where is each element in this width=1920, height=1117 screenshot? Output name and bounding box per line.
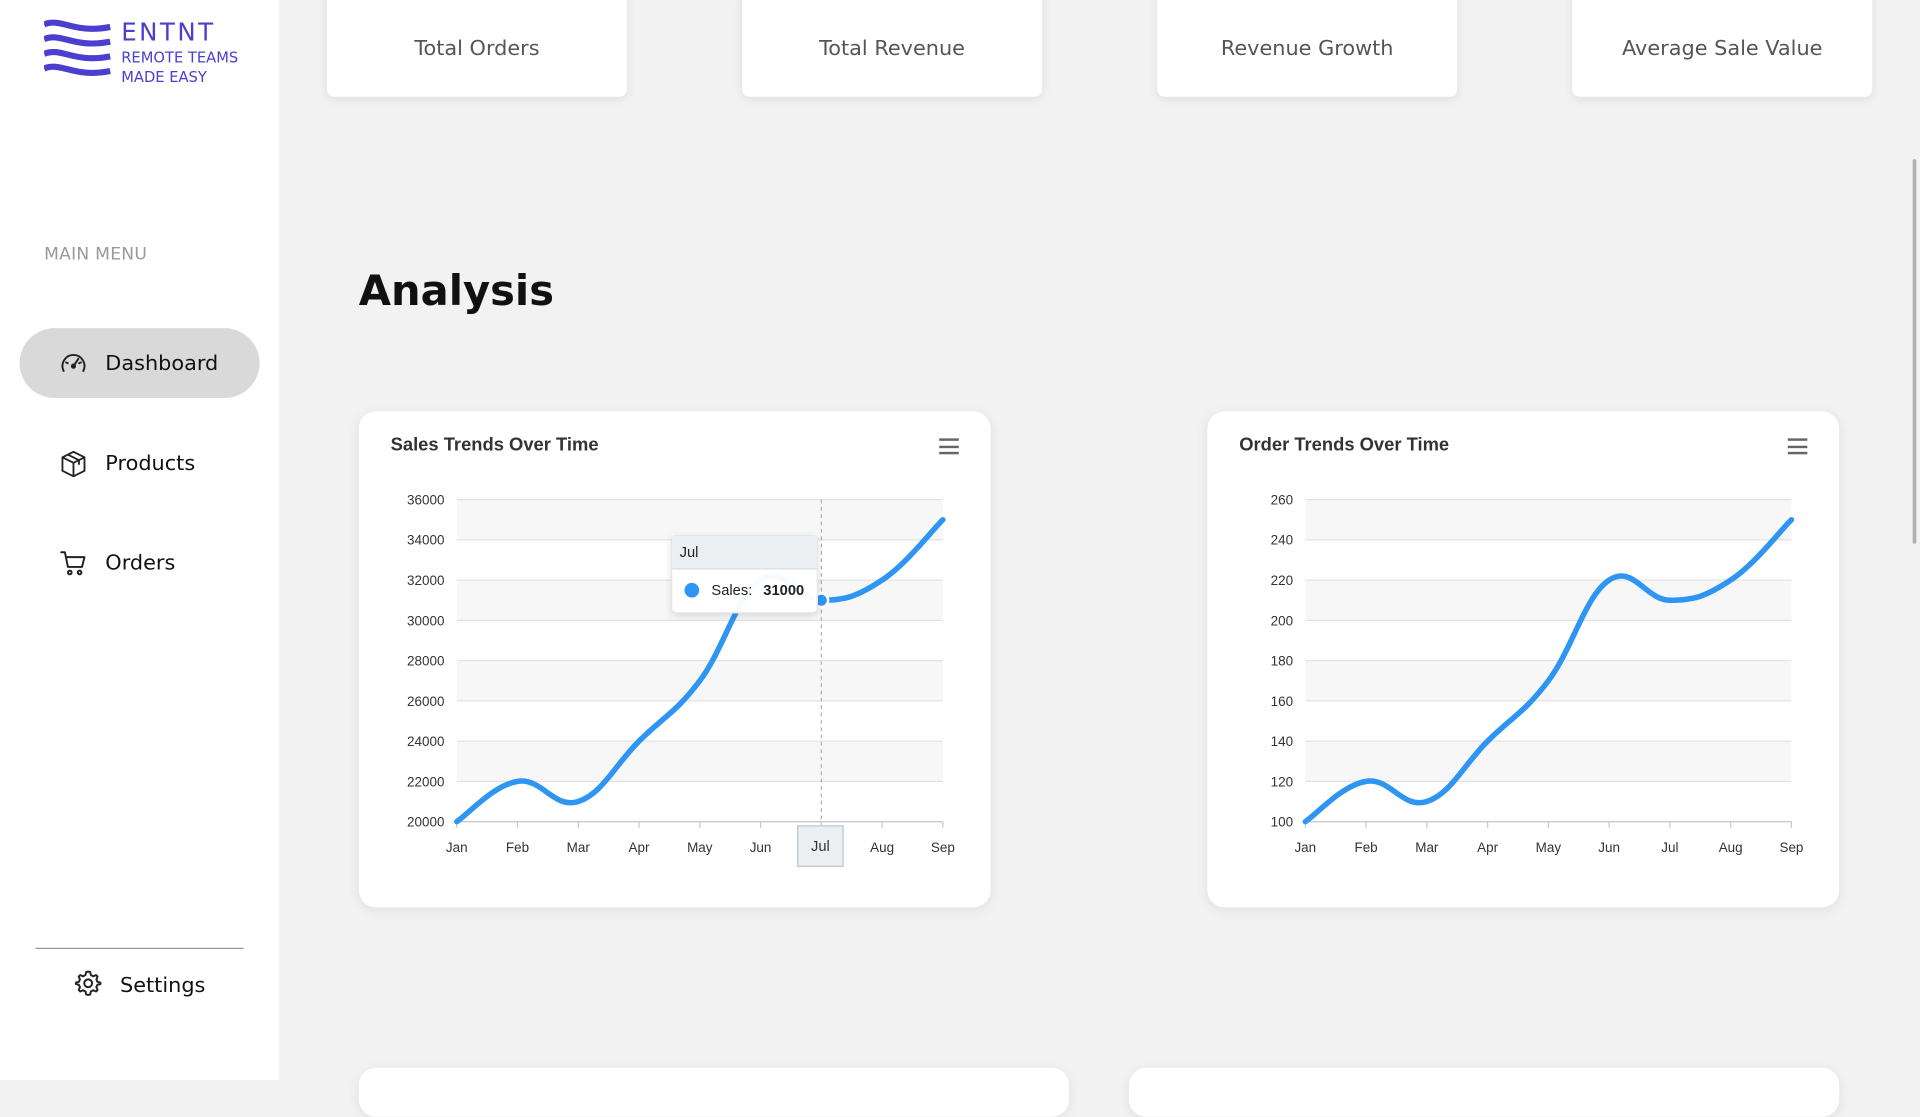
y-tick-label: 36000 [407,492,444,507]
brand-tagline: REMOTE TEAMS MADE EASY [121,48,238,87]
x-tick-label: May [1536,840,1562,855]
x-tick-label: Jul [1661,840,1678,855]
x-tick-label: Apr [629,840,650,855]
y-tick-label: 220 [1271,573,1293,588]
y-tick-label: 32000 [407,573,444,588]
y-tick-label: 24000 [407,734,444,749]
stat-card-average-sale-value[interactable]: Average Sale Value [1572,0,1872,97]
x-tick-label: Mar [567,840,591,855]
tooltip-value: 31000 [763,582,804,599]
speedometer-icon [59,348,88,377]
stat-label: Total Revenue [819,36,965,60]
sidebar-item-products[interactable]: Products [20,429,260,499]
y-tick-label: 28000 [407,654,444,669]
section-title: Analysis [359,267,554,316]
sidebar-divider [36,948,244,949]
y-tick-label: 26000 [407,694,444,709]
y-tick-label: 120 [1271,774,1293,789]
stat-card-total-revenue[interactable]: Total Revenue [742,0,1042,97]
y-tick-label: 20000 [407,815,444,830]
y-tick-label: 260 [1271,492,1293,507]
x-tick-label: Jun [1598,840,1620,855]
y-tick-label: 240 [1271,533,1293,548]
x-tick-label: Feb [506,840,529,855]
sidebar-item-label: Dashboard [105,351,218,375]
x-tick-label: Jun [750,840,772,855]
x-tick-label: Mar [1415,840,1439,855]
sidebar: ENTNT REMOTE TEAMS MADE EASY MAIN MENU D… [0,0,279,1080]
sidebar-item-dashboard[interactable]: Dashboard [20,328,260,398]
x-tick-label: Feb [1354,840,1377,855]
x-tick-label: Sep [931,840,955,855]
grid-band [1305,500,1791,540]
x-tick-label: Sep [1779,840,1803,855]
bottom-card-left [359,1068,1069,1117]
page-scrollbar[interactable] [1913,159,1917,543]
y-tick-label: 180 [1271,654,1293,669]
x-tick-label: May [687,840,713,855]
y-tick-label: 200 [1271,613,1293,628]
brand-logo[interactable]: ENTNT REMOTE TEAMS MADE EASY [44,17,252,90]
gear-icon [73,968,102,1004]
x-tick-label: Jan [1294,840,1316,855]
x-tick-label: Aug [1719,840,1743,855]
menu-heading: MAIN MENU [44,245,147,265]
settings-button[interactable]: Settings [73,967,205,1004]
y-tick-label: 22000 [407,774,444,789]
x-tick-label: Jan [446,840,468,855]
grid-band [1305,741,1791,781]
sidebar-item-label: Products [105,451,195,475]
stat-card-revenue-growth[interactable]: Revenue Growth [1157,0,1457,97]
stat-label: Average Sale Value [1622,36,1822,60]
sidebar-item-label: Orders [105,550,175,574]
series-marker-icon [684,583,699,598]
y-tick-label: 30000 [407,613,444,628]
sidebar-item-orders[interactable]: Orders [20,528,260,598]
y-tick-label: 160 [1271,694,1293,709]
tooltip-header: Jul [672,536,816,569]
grid-band [457,741,943,781]
stat-card-total-orders[interactable]: Total Orders [327,0,627,97]
settings-label: Settings [120,973,205,997]
brand-name: ENTNT [121,17,215,46]
box-icon [59,449,88,478]
chart-tooltip: Jul Sales: 31000 [671,535,818,613]
grid-band [457,500,943,540]
y-tick-label: 140 [1271,734,1293,749]
waves-logo-icon [44,20,113,84]
cart-icon [59,548,88,577]
sales-chart-plot[interactable]: 20000 22000 24000 26000 28000 30000 32000 34000… [359,411,991,907]
y-tick-label: 34000 [407,533,444,548]
x-tick-label: Aug [870,840,894,855]
bottom-card-right [1129,1068,1839,1117]
x-tick-label: Apr [1477,840,1498,855]
stat-label: Revenue Growth [1221,36,1394,60]
orders-chart-plot[interactable]: 100 120 140 160 180 200 220 240 260 Jan Feb Mar Apr M… [1207,411,1839,907]
tooltip-series-label: Sales: [711,582,752,599]
active-x-label: Jul [797,825,844,867]
y-tick-label: 100 [1271,815,1293,830]
stat-label: Total Orders [414,36,539,60]
